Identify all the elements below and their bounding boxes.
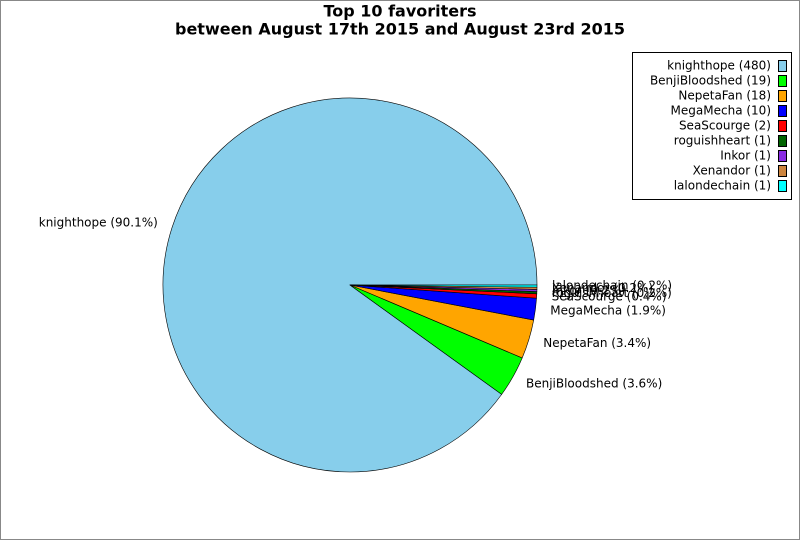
legend-label: SeaScourge (2) bbox=[679, 119, 771, 133]
legend-swatch bbox=[778, 180, 787, 192]
pie-slice bbox=[349, 284, 538, 288]
slice-label: BenjiBloodshed (3.6%) bbox=[526, 377, 662, 391]
slice-label: Xenandor (0.2%) bbox=[552, 281, 653, 295]
legend-swatch bbox=[778, 165, 787, 177]
slice-label: MegaMecha (1.9%) bbox=[550, 304, 666, 318]
legend-label: roguishheart (1) bbox=[674, 134, 771, 148]
slice-label: Inkor (0.2%) bbox=[552, 283, 626, 297]
legend-swatch bbox=[778, 60, 787, 72]
legend-swatch bbox=[778, 105, 787, 117]
legend-swatch bbox=[778, 75, 787, 87]
legend-label: Inkor (1) bbox=[720, 149, 771, 163]
slice-label: NepetaFan (3.4%) bbox=[543, 336, 651, 350]
slice-label: roguishheart (0.2%) bbox=[552, 286, 672, 300]
slice-label: SeaScourge (0.4%) bbox=[552, 289, 667, 303]
slice-label: lalondechain (0.2%) bbox=[552, 279, 672, 293]
slice-label: knighthope (90.1%) bbox=[39, 215, 158, 229]
chart-title: Top 10 favoriters bbox=[323, 2, 476, 21]
legend-label: Xenandor (1) bbox=[693, 164, 771, 178]
legend-swatch bbox=[778, 120, 787, 132]
chart-subtitle: between August 17th 2015 and August 23rd… bbox=[175, 20, 625, 39]
legend-label: lalondechain (1) bbox=[674, 179, 771, 193]
legend-swatch bbox=[778, 135, 787, 147]
legend-swatch bbox=[778, 150, 787, 162]
legend-label: BenjiBloodshed (19) bbox=[650, 74, 771, 88]
legend-label: NepetaFan (18) bbox=[678, 89, 771, 103]
legend-swatch bbox=[778, 90, 787, 102]
legend-box bbox=[632, 52, 792, 200]
legend-label: MegaMecha (10) bbox=[671, 104, 771, 118]
legend-label: knighthope (480) bbox=[667, 59, 771, 73]
